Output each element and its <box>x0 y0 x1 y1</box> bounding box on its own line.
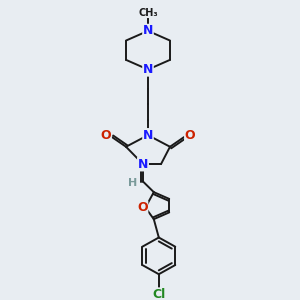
Text: Cl: Cl <box>152 288 165 300</box>
Text: CH₃: CH₃ <box>138 8 158 18</box>
Text: H: H <box>128 178 138 188</box>
Text: N: N <box>143 129 153 142</box>
Text: O: O <box>185 129 195 142</box>
Text: O: O <box>101 129 111 142</box>
Text: N: N <box>138 158 148 171</box>
Text: N: N <box>143 63 153 76</box>
Text: N: N <box>143 24 153 38</box>
Text: O: O <box>137 201 148 214</box>
Text: N: N <box>138 158 148 171</box>
